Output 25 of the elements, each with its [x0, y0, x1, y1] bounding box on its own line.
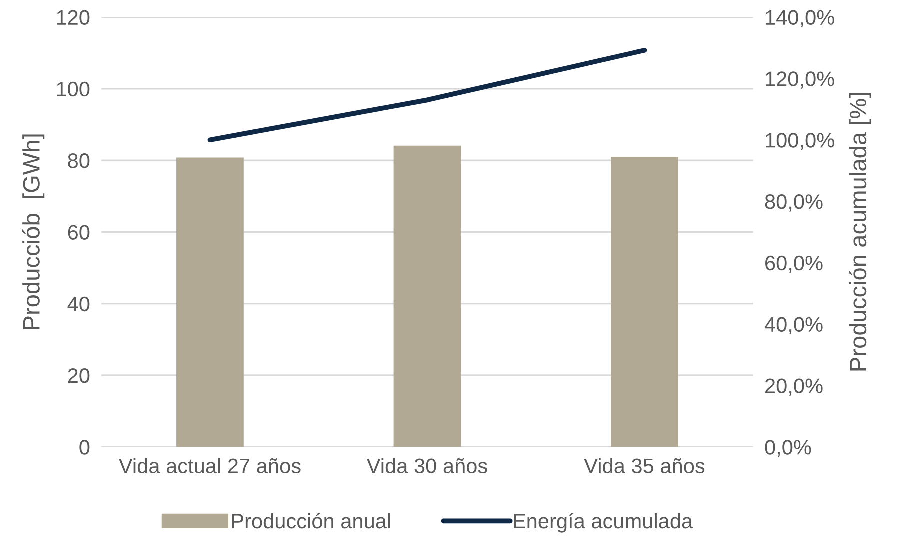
bar: [394, 146, 462, 448]
y2-tick-label: 40,0%: [764, 317, 823, 335]
y2-tick-label: 120,0%: [766, 72, 834, 89]
bar: [611, 156, 678, 448]
y-tick-label: 80: [68, 154, 90, 168]
y2-tick-label: 100,0%: [766, 133, 834, 150]
y2-tick-label: 80,0%: [765, 194, 823, 212]
y2-axis-title: Producción acumulada [%]: [849, 93, 872, 371]
y-axis-title: Producciób [GWh]: [22, 134, 45, 330]
x-tick-label: Vida 30 años: [366, 458, 488, 474]
y2-tick-label: 0,0%: [765, 440, 812, 458]
y-tick-label: 60: [68, 225, 90, 240]
x-tick-label: Vida 35 años: [584, 458, 705, 474]
y2-tick-label: 20,0%: [766, 378, 823, 396]
x-tick-label: Vida actual 27 años: [118, 458, 301, 474]
y-tick-label: 20: [68, 368, 90, 384]
legend-label: Producción anual: [232, 513, 390, 529]
y-tick-label: 100: [57, 82, 90, 97]
y-tick-label: 0: [80, 440, 90, 455]
y-tick-label: 120: [57, 10, 90, 26]
bar: [176, 158, 244, 448]
y-tick-label: 40: [68, 296, 90, 312]
legend-label: Energía acumulada: [514, 513, 694, 533]
y2-tick-label: 140,0%: [766, 10, 834, 28]
y2-tick-label: 60,0%: [766, 256, 823, 274]
